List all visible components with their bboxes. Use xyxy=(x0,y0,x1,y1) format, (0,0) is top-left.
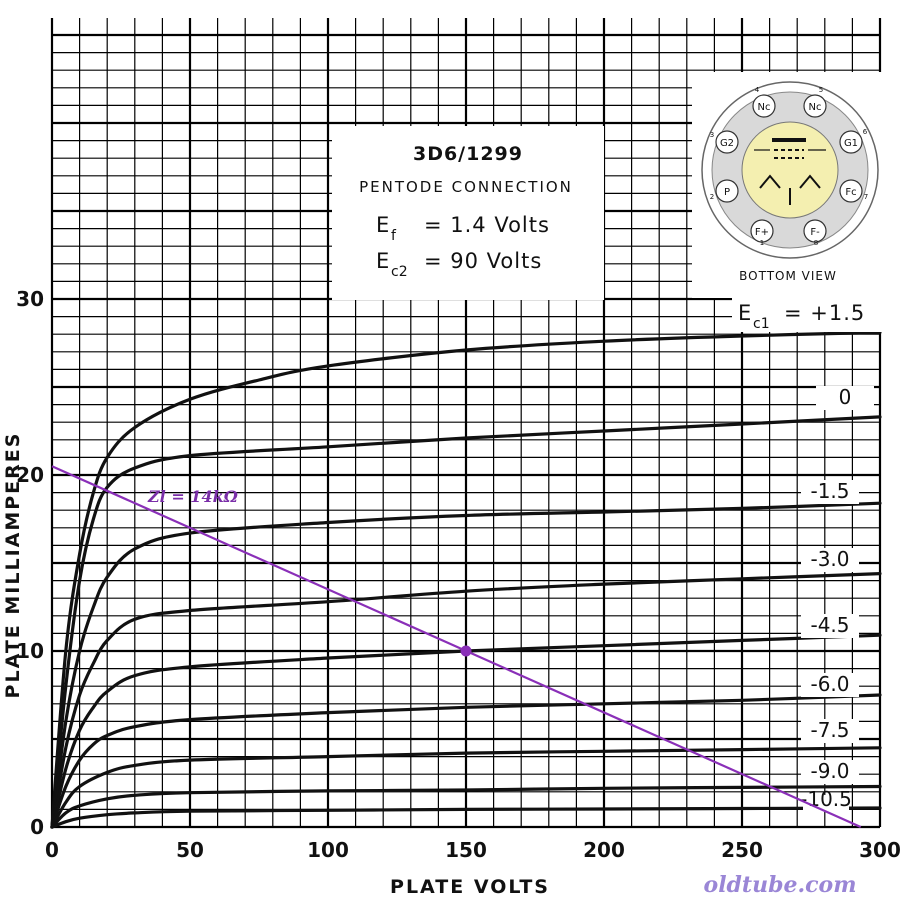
base-pin-number: 7 xyxy=(864,193,868,201)
curve-labels: 0 -1.5 -3.0 -4.5 -6.0 -7.5 -9.0 -10.5 xyxy=(800,385,852,811)
watermark: oldtube.com xyxy=(704,872,857,898)
chart-title: 3D6/1299 xyxy=(413,143,523,165)
curve-label-bg xyxy=(803,795,849,812)
base-pin-label: Fc xyxy=(845,187,856,198)
base-pin xyxy=(715,130,739,154)
curve-ec1-0 xyxy=(50,415,882,829)
screen-voltage-symbol: E xyxy=(376,249,390,273)
curve-ec1--3_0 xyxy=(50,572,882,829)
base-pin xyxy=(803,219,827,243)
curve-label-bg xyxy=(801,673,859,697)
curve-label: -3.0 xyxy=(810,547,849,571)
grid-bias-prefix: E c1 = +1.5 xyxy=(732,296,886,332)
y-tick-label: 0 xyxy=(30,815,44,839)
y-tick-label: 30 xyxy=(16,287,44,311)
base-pin-number: 6 xyxy=(863,128,868,136)
y-axis-title: PLATE MILLIAMPERES xyxy=(2,432,24,699)
x-tick-label: 200 xyxy=(583,838,625,862)
filament-voltage-value: = 1.4 Volts xyxy=(424,213,550,237)
curve-label-bg xyxy=(816,386,874,410)
base-pin-label: G1 xyxy=(844,138,858,149)
base-pin-number: 3 xyxy=(710,131,714,139)
curve-label-bg xyxy=(801,548,859,572)
axis-tick-labels: 0 50 100 150 200 250 300 0 10 20 30 xyxy=(16,287,900,862)
load-line-group: Zl = 14kΩ xyxy=(51,465,862,829)
curve-label-bg xyxy=(801,614,859,638)
curve-ec1--6_0 xyxy=(50,693,882,829)
base-pin-label: F- xyxy=(810,227,820,238)
base-pin-label: F+ xyxy=(755,227,769,238)
curve-label-backgrounds xyxy=(801,386,874,812)
curve-label-bg xyxy=(801,719,859,743)
x-tick-label: 50 xyxy=(176,838,204,862)
base-pin-number: 5 xyxy=(819,86,823,94)
curve-ec1--7_5 xyxy=(50,746,882,829)
tube-schematic-symbol xyxy=(754,138,826,205)
chart-subtitle: PENTODE CONNECTION xyxy=(359,178,573,196)
base-pin xyxy=(750,219,774,243)
x-tick-label: 300 xyxy=(859,838,900,862)
base-pin xyxy=(839,130,863,154)
filament-voltage-symbol: E xyxy=(376,213,390,237)
grid-bias-subscript: c1 xyxy=(753,316,770,332)
curve-label: -10.5 xyxy=(800,787,852,811)
base-diagram-inset: F+1 P 2 G2 3 Nc 4 Nc 5 G1 6 Fc 7 F-8 BOTTOM VIEW xyxy=(692,72,888,298)
curve-label-bg xyxy=(801,480,859,504)
base-pin-label: G2 xyxy=(720,138,734,149)
x-tick-label: 100 xyxy=(307,838,349,862)
curve-label: -1.5 xyxy=(810,479,849,503)
base-pin-number: 4 xyxy=(755,86,760,94)
x-tick-label: 150 xyxy=(445,838,487,862)
screen-voltage-value: = 90 Volts xyxy=(424,249,542,273)
filament-voltage-subscript: f xyxy=(391,228,397,244)
curve-label: -4.5 xyxy=(810,613,849,637)
base-pins: F+1 P 2 G2 3 Nc 4 Nc 5 G1 6 Fc 7 F-8 xyxy=(710,86,868,247)
base-pin-number: 1 xyxy=(760,239,764,247)
screen-voltage-subscript: c2 xyxy=(391,264,408,280)
curve-ec1--1_5 xyxy=(50,501,882,829)
base-pin xyxy=(803,94,827,118)
y-tick-label: 20 xyxy=(16,463,44,487)
curve-label-bg xyxy=(801,760,859,784)
curve-label: 0 xyxy=(839,385,852,409)
curve-ec1--10_5 xyxy=(50,806,882,829)
plate-curves xyxy=(50,330,882,829)
operating-point xyxy=(460,645,472,657)
base-pin-label: Nc xyxy=(809,102,822,113)
load-line xyxy=(51,465,862,829)
x-axis-title: PLATE VOLTS xyxy=(390,876,550,898)
curve-label: -6.0 xyxy=(810,672,849,696)
load-line-label: Zl = 14kΩ xyxy=(147,487,239,506)
base-pin xyxy=(715,179,739,203)
curve-ec1--4_5 xyxy=(50,633,882,829)
curve-label: -7.5 xyxy=(810,718,849,742)
base-pin-label: P xyxy=(724,187,730,198)
curve-label: -9.0 xyxy=(810,759,849,783)
x-tick-label: 250 xyxy=(721,838,763,862)
bottom-view-caption: BOTTOM VIEW xyxy=(739,269,837,283)
grid-bias-symbol: E xyxy=(738,301,752,325)
curve-ec1-plus1_5 xyxy=(50,330,882,829)
base-pin-number: 2 xyxy=(710,193,714,201)
base-pin xyxy=(839,179,863,203)
curve-ec1--9_0 xyxy=(50,784,882,829)
base-pin-label: Nc xyxy=(758,102,771,113)
x-tick-label: 0 xyxy=(45,838,59,862)
tube-info-box: 3D6/1299 PENTODE CONNECTION E f = 1.4 Vo… xyxy=(332,126,604,300)
base-pin xyxy=(752,94,776,118)
grid-bias-value: = +1.5 xyxy=(784,301,865,325)
y-tick-label: 10 xyxy=(16,639,44,663)
base-pin-number: 8 xyxy=(814,239,818,247)
